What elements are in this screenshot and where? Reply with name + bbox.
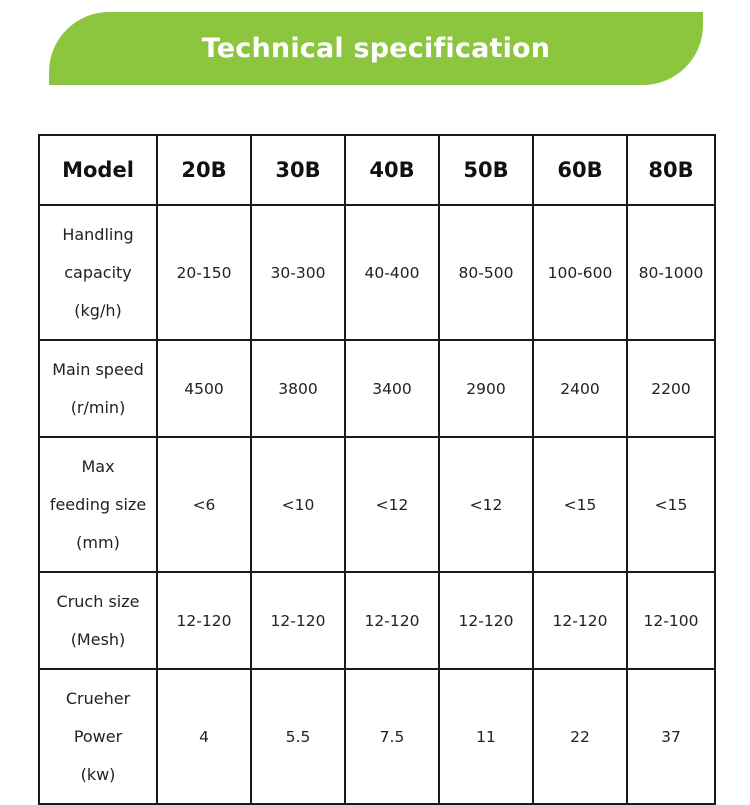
header-row: Model 20B 30B 40B 50B 60B 80B: [38, 134, 716, 206]
row-label-line: (r/min): [70, 398, 126, 417]
table-row-cruch-size: Cruch size (Mesh) 12-120 12-120 12-120 1…: [38, 571, 716, 670]
row-label-line: (kw): [80, 765, 116, 784]
row-label-line: Max: [81, 457, 115, 476]
row-label-main-speed: Main speed (r/min): [38, 339, 158, 438]
table-cell: 37: [626, 668, 716, 805]
row-label-line: Power: [73, 727, 123, 746]
header-cell-20b: 20B: [156, 134, 252, 206]
header-cell-60b: 60B: [532, 134, 628, 206]
row-label-line: (kg/h): [74, 301, 122, 320]
table-cell: <12: [344, 436, 440, 573]
table-cell: <15: [626, 436, 716, 573]
header-cell-model: Model: [38, 134, 158, 206]
table-cell: 12-120: [532, 571, 628, 670]
table-cell: 12-120: [156, 571, 252, 670]
table-cell: 4500: [156, 339, 252, 438]
table-cell: 5.5: [250, 668, 346, 805]
table-cell: 80-1000: [626, 204, 716, 341]
table-cell: 80-500: [438, 204, 534, 341]
table-cell: <15: [532, 436, 628, 573]
title-banner: Technical specification: [49, 12, 703, 85]
row-label-line: Cruch size: [56, 592, 140, 611]
row-label-line: (mm): [76, 533, 120, 552]
page-title: Technical specification: [201, 33, 551, 64]
row-label-line: Handling: [62, 225, 134, 244]
table-cell: <10: [250, 436, 346, 573]
table-cell: 12-100: [626, 571, 716, 670]
table-cell: 11: [438, 668, 534, 805]
row-label-line: Crueher: [65, 689, 131, 708]
table-cell: <6: [156, 436, 252, 573]
header-cell-40b: 40B: [344, 134, 440, 206]
header-cell-30b: 30B: [250, 134, 346, 206]
table-cell: 40-400: [344, 204, 440, 341]
table-cell: <12: [438, 436, 534, 573]
table-row-max-feeding-size: Max feeding size (mm) <6 <10 <12 <12 <15…: [38, 436, 716, 573]
header-cell-50b: 50B: [438, 134, 534, 206]
row-label-max-feeding-size: Max feeding size (mm): [38, 436, 158, 573]
table-cell: 22: [532, 668, 628, 805]
table-cell: 12-120: [344, 571, 440, 670]
table-cell: 2400: [532, 339, 628, 438]
table-cell: 3800: [250, 339, 346, 438]
table-cell: 20-150: [156, 204, 252, 341]
row-label-line: (Mesh): [70, 630, 126, 649]
table-cell: 30-300: [250, 204, 346, 341]
table-cell: 2200: [626, 339, 716, 438]
table-cell: 2900: [438, 339, 534, 438]
table-cell: 7.5: [344, 668, 440, 805]
table-row-handling-capacity: Handling capacity (kg/h) 20-150 30-300 4…: [38, 204, 716, 341]
table-cell: 3400: [344, 339, 440, 438]
header-cell-80b: 80B: [626, 134, 716, 206]
table-row-main-speed: Main speed (r/min) 4500 3800 3400 2900 2…: [38, 339, 716, 438]
table-cell: 100-600: [532, 204, 628, 341]
table-cell: 12-120: [250, 571, 346, 670]
table-row-crusher-power: Crueher Power (kw) 4 5.5 7.5 11 22 37: [38, 668, 716, 805]
table-cell: 4: [156, 668, 252, 805]
spec-table: Model 20B 30B 40B 50B 60B 80B Handling c…: [38, 134, 716, 805]
row-label-line: capacity: [64, 263, 132, 282]
row-label-line: Main speed: [52, 360, 144, 379]
table-cell: 12-120: [438, 571, 534, 670]
row-label-handling-capacity: Handling capacity (kg/h): [38, 204, 158, 341]
row-label-crusher-power: Crueher Power (kw): [38, 668, 158, 805]
row-label-cruch-size: Cruch size (Mesh): [38, 571, 158, 670]
row-label-line: feeding size: [49, 495, 147, 514]
